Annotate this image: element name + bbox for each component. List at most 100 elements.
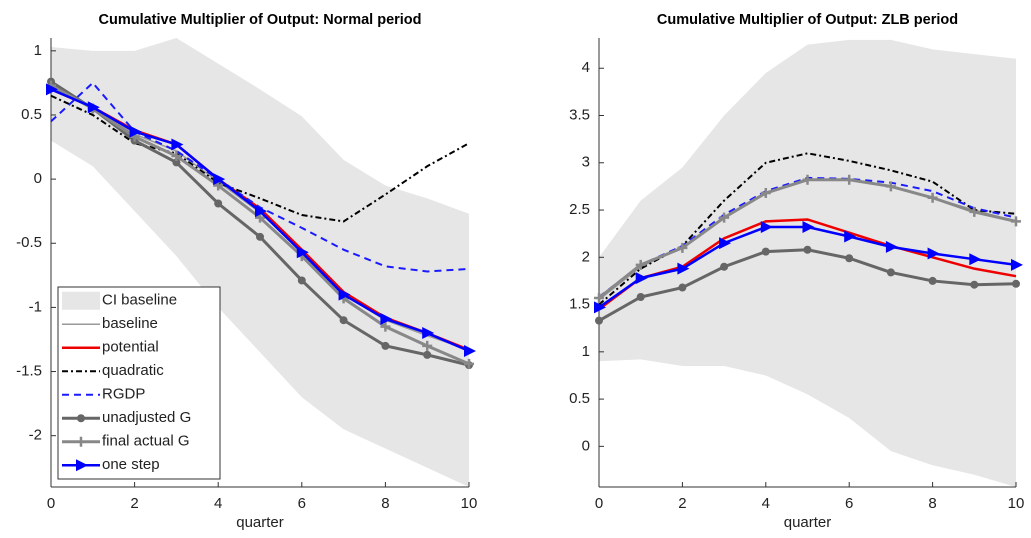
- marker: [129, 125, 142, 138]
- marker: [464, 358, 474, 369]
- marker: [255, 205, 267, 218]
- marker: [844, 174, 855, 185]
- x-tick-label: 4: [762, 495, 770, 512]
- legend-marker: [77, 414, 85, 423]
- marker: [719, 237, 732, 250]
- x-tick-label: 6: [845, 495, 853, 512]
- chart-title: Cumulative Multiplier of Output: ZLB per…: [657, 12, 958, 28]
- subplot: Cumulative Multiplier of Output: Normal …: [16, 12, 477, 531]
- marker: [594, 301, 606, 314]
- marker: [423, 350, 432, 359]
- marker: [720, 262, 729, 271]
- marker: [338, 288, 351, 301]
- marker: [1011, 216, 1021, 227]
- marker: [678, 283, 687, 292]
- marker: [969, 206, 980, 217]
- marker: [677, 262, 690, 275]
- marker: [761, 247, 770, 256]
- y-tick-label: -2: [29, 427, 42, 444]
- marker: [635, 259, 646, 270]
- marker: [422, 340, 433, 351]
- x-tick-label: 4: [214, 495, 222, 512]
- chart-title: Cumulative Multiplier of Output: Normal …: [98, 12, 421, 28]
- y-tick-label: 1: [582, 343, 590, 360]
- marker: [422, 327, 435, 340]
- subplot: Cumulative Multiplier of Output: ZLB per…: [569, 12, 1024, 531]
- legend-label: CI baseline: [102, 292, 177, 309]
- marker: [886, 268, 895, 277]
- marker: [885, 181, 896, 192]
- marker: [1011, 258, 1023, 271]
- marker: [171, 151, 182, 162]
- marker: [760, 188, 771, 199]
- legend-label: potential: [102, 339, 159, 356]
- y-tick-label: -1.5: [16, 363, 42, 380]
- marker: [381, 341, 390, 350]
- marker: [339, 316, 348, 325]
- x-tick-label: 0: [595, 495, 603, 512]
- legend-label: unadjusted G: [102, 409, 191, 426]
- marker: [885, 240, 898, 253]
- legend-label: one step: [102, 456, 160, 473]
- y-tick-label: 2: [582, 248, 590, 265]
- legend-box: [57, 286, 221, 480]
- marker: [46, 83, 58, 96]
- y-tick-label: 1.5: [569, 296, 590, 313]
- marker: [87, 101, 100, 114]
- marker: [380, 321, 391, 332]
- marker: [172, 158, 181, 167]
- confidence-band: [599, 39, 1016, 487]
- x-tick-label: 8: [381, 495, 389, 512]
- legend-label: baseline: [102, 315, 158, 332]
- marker: [969, 253, 982, 266]
- marker: [595, 316, 603, 325]
- marker: [677, 242, 688, 253]
- x-axis-label: quarter: [784, 514, 832, 531]
- y-tick-label: 4: [582, 59, 590, 76]
- legend-marker: [76, 436, 86, 447]
- marker: [594, 292, 604, 303]
- series-line: [50, 94, 470, 223]
- y-tick-label: 1: [34, 42, 42, 59]
- marker: [803, 245, 812, 254]
- legend-marker: [76, 459, 88, 472]
- marker: [171, 138, 184, 151]
- y-tick-label: 0.5: [21, 106, 42, 123]
- marker: [802, 221, 815, 234]
- marker: [927, 192, 938, 203]
- marker: [297, 276, 306, 285]
- marker: [464, 345, 476, 358]
- y-tick-label: -0.5: [16, 234, 42, 251]
- marker: [760, 221, 773, 234]
- marker: [719, 212, 730, 223]
- y-tick-label: 0: [582, 437, 590, 454]
- y-tick-label: 3.5: [569, 106, 590, 123]
- y-tick-label: 3: [582, 154, 590, 171]
- marker: [970, 280, 979, 289]
- y-tick-label: 0.5: [569, 390, 590, 407]
- x-tick-label: 10: [1008, 495, 1025, 512]
- legend: CI baseline baseline potential quadratic RGD…: [57, 286, 221, 480]
- x-tick-label: 8: [928, 495, 936, 512]
- x-axis-label: quarter: [236, 514, 284, 531]
- marker: [802, 174, 813, 185]
- x-tick-label: 0: [47, 495, 55, 512]
- legend-label: RGDP: [102, 386, 145, 403]
- marker: [256, 232, 264, 241]
- x-tick-label: 2: [130, 495, 138, 512]
- marker: [213, 173, 226, 186]
- legend-label: final actual G: [102, 433, 190, 450]
- y-tick-label: 2.5: [569, 201, 590, 218]
- marker: [927, 247, 940, 260]
- marker: [636, 293, 645, 302]
- legend-label: quadratic: [102, 362, 164, 379]
- series-line: [50, 81, 470, 273]
- marker: [296, 246, 309, 259]
- x-tick-label: 6: [298, 495, 306, 512]
- y-tick-label: 0: [34, 170, 42, 187]
- marker: [214, 199, 223, 208]
- marker: [928, 276, 937, 285]
- y-tick-label: -1: [29, 298, 42, 315]
